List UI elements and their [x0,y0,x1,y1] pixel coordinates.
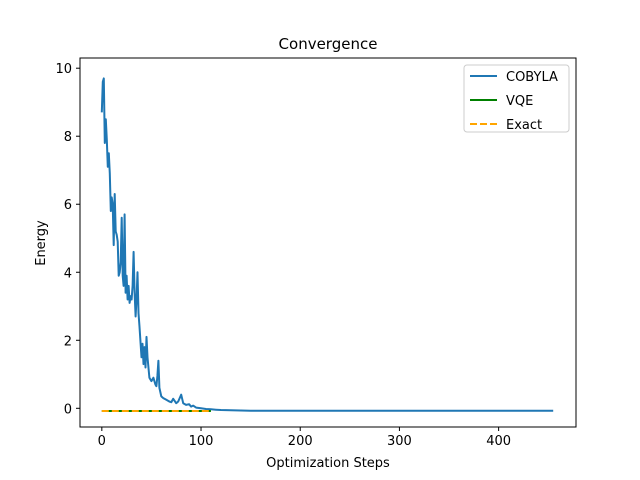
legend: COBYLA VQE Exact [463,64,570,133]
chart-title: Convergence [279,35,378,53]
legend-box [463,64,570,133]
y-tick-label: 4 [64,266,72,281]
y-axis: 0 2 4 6 8 10 [55,62,80,417]
x-axis-label: Optimization Steps [266,456,390,471]
y-axis-label: Energy [34,220,49,266]
x-axis: 0 100 200 300 400 [98,427,511,449]
x-tick-label: 100 [189,434,214,449]
x-tick-label: 300 [387,434,412,449]
series-line-cobyla [100,77,554,412]
y-tick-label: 0 [64,402,72,417]
x-tick-label: 400 [486,434,511,449]
legend-label-cobyla: COBYLA [506,70,558,85]
plot-area [100,77,554,412]
x-tick-label: 0 [98,434,106,449]
y-tick-label: 6 [64,198,72,213]
legend-label-exact: Exact [506,118,542,133]
plot-frame [79,57,577,428]
y-tick-label: 8 [64,130,72,145]
y-tick-label: 2 [64,334,72,349]
legend-label-vqe: VQE [506,94,533,109]
x-tick-label: 200 [288,434,313,449]
y-tick-label: 10 [55,62,72,77]
